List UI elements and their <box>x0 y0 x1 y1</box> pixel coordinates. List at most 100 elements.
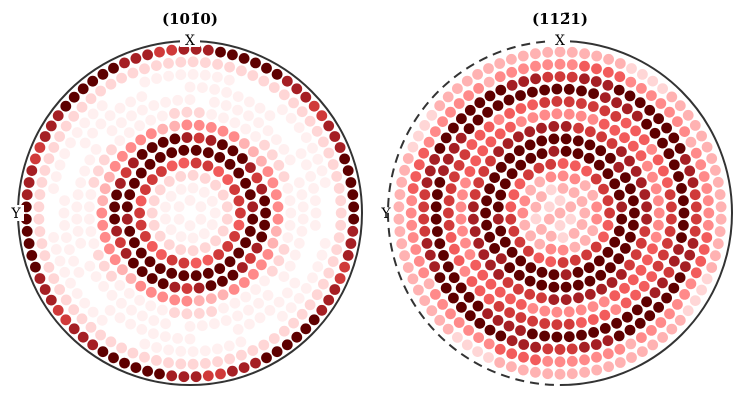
intensity-dot <box>530 73 541 85</box>
intensity-dot <box>258 75 270 87</box>
intensity-dot <box>98 281 109 292</box>
intensity-dot <box>689 120 701 131</box>
intensity-dot <box>519 219 531 231</box>
intensity-dot <box>75 237 87 249</box>
intensity-dot <box>166 267 178 279</box>
intensity-dot <box>125 96 136 108</box>
intensity-dot <box>396 238 408 250</box>
intensity-dot <box>59 148 71 160</box>
intensity-dot <box>48 273 60 284</box>
intensity-dot <box>323 267 335 279</box>
intensity-dot <box>163 357 174 369</box>
intensity-dot <box>151 355 162 366</box>
intensity-dot <box>240 177 252 189</box>
intensity-dot <box>206 306 218 317</box>
intensity-dot <box>175 69 187 81</box>
intensity-dot <box>285 207 297 219</box>
intensity-dot <box>68 110 80 122</box>
intensity-dot <box>663 266 675 278</box>
intensity-dot <box>229 117 241 129</box>
intensity-dot <box>685 136 697 148</box>
intensity-dot <box>593 255 605 267</box>
intensity-dot <box>166 147 178 159</box>
intensity-dot <box>478 249 490 260</box>
intensity-dot <box>206 219 218 231</box>
x-axis-label: X <box>555 33 565 49</box>
intensity-dot <box>626 352 637 363</box>
intensity-dot <box>568 187 580 199</box>
intensity-dot <box>139 351 150 363</box>
intensity-dot <box>481 195 492 207</box>
intensity-dot <box>140 231 151 242</box>
intensity-dot <box>583 152 595 164</box>
intensity-dot <box>518 63 529 75</box>
intensity-dot <box>557 183 569 194</box>
intensity-dot <box>430 201 442 213</box>
intensity-dot <box>105 336 117 348</box>
intensity-dot <box>536 266 548 278</box>
intensity-dot <box>492 201 504 213</box>
intensity-dot <box>394 189 406 200</box>
intensity-dot <box>542 59 554 71</box>
intensity-dot <box>72 225 84 237</box>
intensity-dot <box>613 161 625 173</box>
intensity-dot <box>710 250 721 262</box>
intensity-dot <box>196 320 208 332</box>
intensity-dot <box>639 226 651 237</box>
intensity-dot <box>525 184 536 196</box>
intensity-dot <box>477 269 489 281</box>
intensity-dot <box>157 136 169 148</box>
intensity-dot <box>281 339 293 351</box>
intensity-dot <box>485 259 496 271</box>
intensity-dot <box>221 213 233 225</box>
intensity-dot <box>205 135 217 146</box>
intensity-dot <box>197 82 208 93</box>
intensity-dot <box>187 182 199 194</box>
intensity-dot <box>166 254 178 266</box>
intensity-dot <box>515 299 527 310</box>
intensity-dot <box>542 355 554 367</box>
intensity-dot <box>90 271 102 282</box>
intensity-dot <box>565 213 577 225</box>
intensity-dot <box>680 261 691 272</box>
intensity-dot <box>530 60 541 72</box>
intensity-dot <box>90 144 102 155</box>
intensity-dot <box>76 313 88 325</box>
intensity-dot <box>87 339 99 351</box>
intensity-dot <box>220 100 232 111</box>
intensity-dot <box>169 133 181 145</box>
intensity-dot <box>657 277 668 289</box>
intensity-dot <box>482 106 493 118</box>
intensity-dot <box>508 225 520 237</box>
intensity-dot <box>613 253 625 265</box>
intensity-dot <box>58 207 70 219</box>
intensity-dot <box>566 343 578 355</box>
intensity-dot <box>548 121 560 132</box>
intensity-dot <box>206 109 218 120</box>
intensity-dot <box>137 310 148 322</box>
intensity-dot <box>504 108 515 119</box>
intensity-dot <box>84 260 96 272</box>
intensity-dot <box>116 297 127 309</box>
intensity-dot <box>111 189 122 201</box>
intensity-dot <box>473 237 485 249</box>
intensity-dot <box>545 171 557 183</box>
intensity-dot <box>684 249 696 261</box>
intensity-dot <box>268 82 280 93</box>
intensity-dot <box>460 237 471 249</box>
intensity-dot <box>96 100 108 112</box>
intensity-dot <box>641 118 652 130</box>
intensity-dot <box>591 351 602 363</box>
intensity-dot <box>190 270 202 282</box>
intensity-dot <box>202 44 214 56</box>
intensity-dot <box>619 282 630 294</box>
intensity-dot <box>114 280 126 291</box>
intensity-dot <box>653 207 665 219</box>
intensity-dot <box>682 109 694 121</box>
intensity-dot <box>250 357 261 369</box>
intensity-dot <box>579 207 591 219</box>
intensity-dot <box>483 63 494 74</box>
intensity-dot <box>646 271 658 282</box>
intensity-dot <box>221 201 233 213</box>
intensity-dot <box>145 300 157 312</box>
